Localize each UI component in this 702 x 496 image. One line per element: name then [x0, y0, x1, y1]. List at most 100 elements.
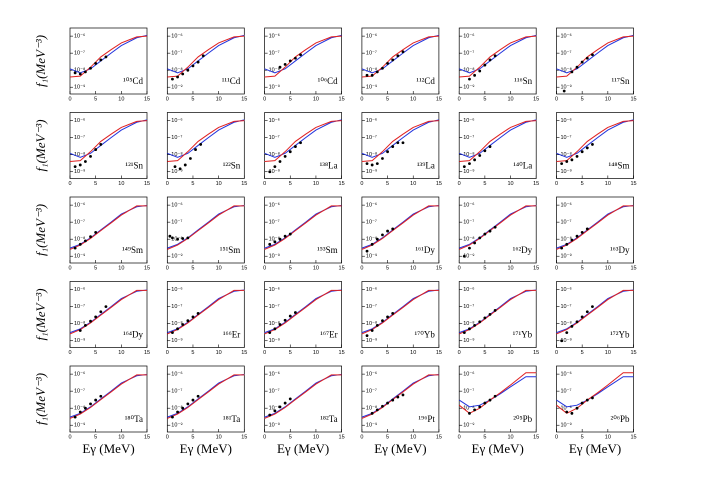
x-tick-label: 0: [68, 181, 71, 187]
plot-frame: [264, 281, 342, 348]
x-tick-label: 0: [263, 350, 266, 356]
y-tick-label: 10⁻⁶: [366, 33, 377, 40]
data-point: [173, 165, 177, 168]
y-tick-label: 10⁻⁸: [269, 236, 280, 243]
plot-frame: [166, 365, 245, 433]
y-tick-label: 10⁻⁹: [74, 168, 85, 175]
data-point: [104, 55, 108, 59]
plot-frame: [166, 27, 245, 95]
y-axis-label: f₁(MeV⁻³): [33, 119, 48, 171]
data-point: [84, 160, 87, 163]
y-tick-label: 10⁻⁷: [366, 134, 377, 141]
data-point: [493, 394, 497, 398]
y-tick-label: 10⁻⁷: [269, 388, 280, 395]
x-tick-label: 0: [360, 96, 363, 102]
x-tick-label: 0: [68, 434, 71, 440]
x-tick-label: 5: [581, 434, 584, 440]
data-point: [575, 406, 579, 410]
data-point: [78, 72, 82, 76]
data-point: [288, 232, 292, 236]
data-point: [89, 319, 92, 323]
data-point: [565, 410, 569, 414]
y-tick-label: 10⁻⁸: [74, 67, 85, 74]
x-tick-label: 5: [191, 434, 194, 440]
data-point: [478, 236, 482, 240]
y-tick-label: 10⁻⁶: [171, 33, 182, 40]
data-point: [278, 160, 282, 163]
x-tick-label: 0: [360, 265, 363, 271]
data-point: [73, 246, 77, 250]
data-point: [94, 62, 98, 65]
model-curve: [69, 205, 147, 250]
y-tick-label: 10⁻⁷: [74, 50, 85, 57]
model-curve: [361, 374, 439, 419]
x-tick-label: 0: [166, 96, 169, 102]
data-point: [196, 312, 200, 315]
y-tick-label: 10⁻⁹: [463, 168, 474, 175]
y-tick-label: 10⁻⁹: [171, 337, 182, 344]
y-tick-label: 10⁻⁸: [269, 67, 280, 74]
model-curve: [167, 205, 245, 250]
y-tick-label: 10⁻⁶: [366, 117, 377, 124]
y-tick-label: 10⁻⁹: [74, 84, 85, 91]
data-point: [189, 157, 192, 160]
nucleus-label: ¹⁶⁶Er: [223, 330, 240, 340]
y-tick-label: 10⁻⁸: [74, 320, 85, 327]
y-tick-label: 10⁻⁸: [463, 320, 474, 327]
y-tick-label: 10⁻⁷: [463, 219, 474, 226]
plot-frame: [264, 196, 342, 264]
x-tick-label: 15: [339, 181, 345, 187]
y-tick-label: 10⁻⁹: [269, 84, 280, 91]
data-point: [268, 413, 272, 417]
y-tick-label: 10⁻⁸: [74, 405, 85, 412]
plot-frame: [166, 281, 245, 348]
data-point: [483, 63, 487, 67]
x-tick-label: 5: [94, 96, 97, 102]
plot-frame: [361, 27, 440, 95]
data-point: [570, 238, 574, 242]
y-tick-label: 10⁻⁶: [561, 117, 572, 124]
plot-frame: [69, 112, 148, 179]
data-point: [273, 165, 277, 168]
y-tick-label: 10⁻⁶: [171, 286, 182, 293]
data-point: [560, 246, 564, 250]
x-tick-label: 10: [605, 265, 611, 271]
data-point: [381, 157, 384, 160]
data-point: [294, 56, 297, 60]
x-tick-label: 10: [410, 181, 416, 187]
y-tick-label: 10⁻⁶: [74, 286, 85, 293]
data-point: [585, 56, 589, 60]
plot-frame: [166, 196, 245, 264]
nucleus-label: ¹²¹Sn: [125, 161, 143, 171]
nucleus-label: ²⁰⁵Pb: [513, 414, 532, 424]
x-tick-label: 15: [533, 96, 539, 102]
x-tick-label: 5: [483, 96, 486, 102]
data-point: [473, 158, 476, 162]
data-point: [401, 141, 405, 145]
data-point: [186, 236, 190, 240]
data-point: [401, 393, 405, 397]
y-tick-label: 10⁻⁷: [171, 219, 182, 226]
x-tick-label: 10: [118, 434, 124, 440]
x-tick-label: 5: [289, 434, 292, 440]
model-curve: [556, 120, 634, 162]
x-tick-label: 0: [555, 265, 558, 271]
model-curve: [264, 35, 342, 78]
data-point: [273, 409, 277, 413]
nucleus-label: ¹³⁸La: [320, 161, 338, 171]
plot-frame: [361, 112, 440, 179]
y-tick-label: 10⁻⁸: [463, 405, 474, 412]
data-point: [178, 167, 182, 171]
nucleus-label: ¹⁸⁰Ta: [125, 414, 143, 424]
data-point: [386, 401, 389, 405]
x-tick-label: 10: [507, 96, 513, 102]
x-tick-label: 5: [386, 350, 389, 356]
model-curve: [69, 289, 147, 335]
model-curve: [556, 205, 634, 250]
data-point: [580, 60, 584, 64]
x-tick-label: 5: [191, 181, 194, 187]
data-point: [283, 234, 287, 238]
data-point: [493, 309, 497, 312]
y-tick-label: 10⁻⁸: [74, 236, 85, 243]
